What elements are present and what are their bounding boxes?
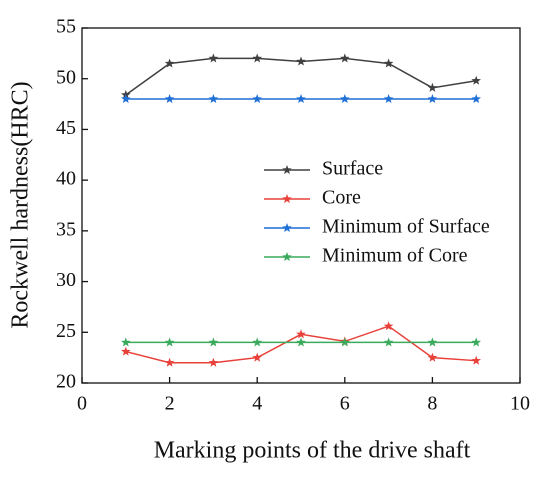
- point-marker: [252, 53, 262, 63]
- point-marker: [296, 329, 306, 339]
- legend-marker: [282, 223, 292, 232]
- point-marker: [252, 352, 262, 362]
- point-marker: [164, 357, 175, 367]
- point-marker: [383, 94, 394, 103]
- point-marker: [427, 82, 438, 92]
- point-marker: [427, 337, 438, 347]
- point-marker: [208, 53, 219, 63]
- legend-marker: [282, 194, 292, 203]
- y-tick-label: 25: [56, 320, 76, 342]
- point-marker: [121, 337, 131, 347]
- point-marker: [427, 352, 438, 362]
- point-marker: [471, 75, 481, 85]
- x-tick-label: 10: [510, 393, 530, 415]
- point-marker: [427, 94, 438, 103]
- legend-label: Minimum of Core: [322, 245, 468, 267]
- point-marker: [471, 94, 481, 103]
- y-tick-label: 20: [56, 371, 76, 393]
- y-axis-label: Rockwell hardness(HRC): [8, 81, 34, 328]
- point-marker: [340, 53, 350, 63]
- point-marker: [471, 337, 481, 347]
- x-tick-label: 6: [340, 393, 350, 415]
- point-marker: [208, 94, 219, 103]
- point-marker: [296, 94, 306, 103]
- legend-label: Surface: [322, 158, 383, 180]
- point-marker: [340, 94, 350, 103]
- y-tick-label: 55: [56, 16, 76, 38]
- x-tick-label: 0: [77, 393, 87, 415]
- point-marker: [164, 58, 175, 68]
- legend-marker: [282, 165, 292, 174]
- point-marker: [208, 337, 219, 347]
- legend-label: Core: [322, 187, 361, 209]
- x-tick-label: 8: [427, 393, 437, 415]
- point-marker: [208, 357, 219, 367]
- y-tick-label: 30: [56, 269, 76, 291]
- series-line: [125, 57, 477, 96]
- plot-frame: [81, 27, 521, 384]
- legend-label: Minimum of Surface: [322, 216, 490, 238]
- point-marker: [471, 355, 481, 365]
- point-marker: [383, 321, 394, 331]
- point-marker: [121, 346, 131, 356]
- point-marker: [383, 337, 394, 347]
- y-tick-label: 50: [56, 66, 76, 88]
- point-marker: [340, 337, 350, 347]
- point-marker: [296, 56, 306, 66]
- point-marker: [164, 94, 175, 103]
- x-tick-label: 4: [252, 393, 262, 415]
- x-axis-label: Marking points of the drive shaft: [154, 438, 471, 464]
- point-marker: [383, 58, 394, 68]
- point-marker: [121, 94, 131, 103]
- point-marker: [252, 337, 262, 347]
- y-tick-label: 35: [56, 218, 76, 240]
- y-tick-label: 45: [56, 117, 76, 139]
- point-marker: [252, 94, 262, 103]
- x-tick-label: 2: [165, 393, 175, 415]
- legend-marker: [282, 252, 292, 261]
- point-marker: [164, 337, 175, 347]
- y-tick-label: 40: [56, 168, 76, 190]
- point-marker: [296, 337, 306, 347]
